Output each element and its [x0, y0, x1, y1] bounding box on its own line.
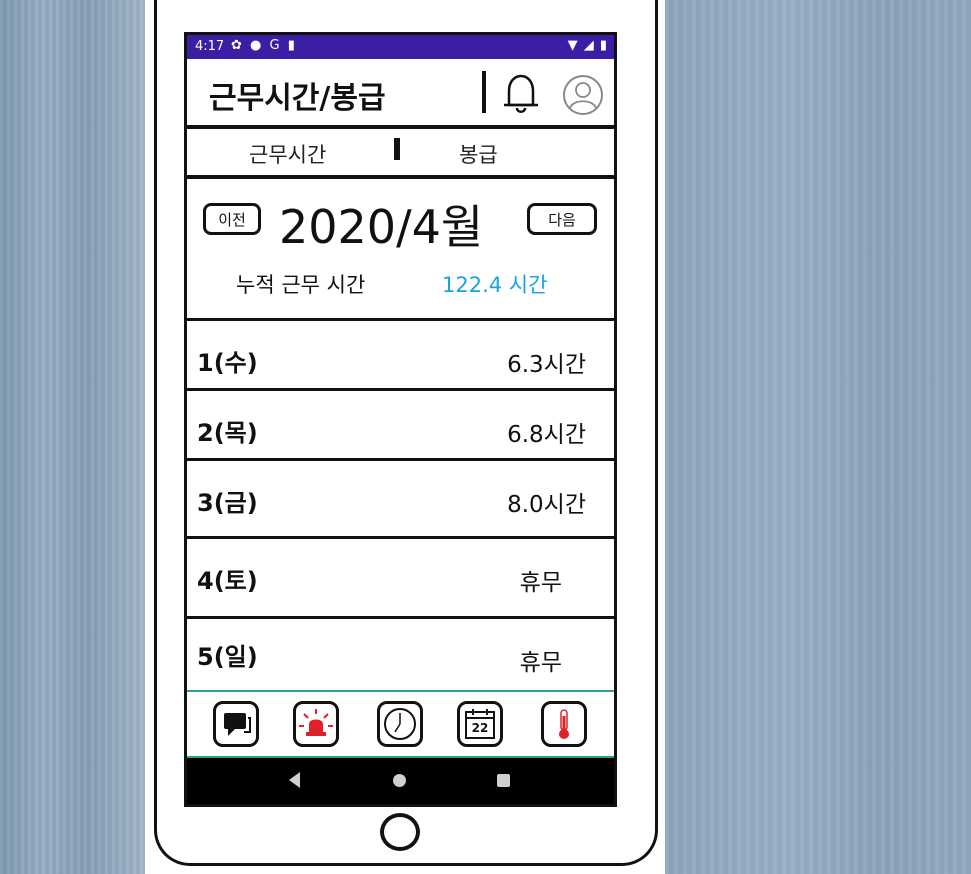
total-hours-value: 122.4 시간: [442, 273, 548, 297]
status-time: 4:17: [195, 39, 225, 54]
sim-icon: ▮: [287, 38, 297, 53]
status-left-icons: ✿ ● G ▮: [231, 38, 297, 53]
background-left: [0, 0, 145, 874]
app-bar-rule: [187, 125, 614, 129]
app-bar: 근무시간/봉급: [187, 59, 614, 131]
clock-icon[interactable]: [377, 701, 423, 747]
list-top-divider: [187, 318, 614, 321]
prev-month-button[interactable]: 이전: [203, 203, 261, 235]
alarm-siren-icon[interactable]: [293, 701, 339, 747]
tab-salary[interactable]: 봉급: [459, 143, 498, 167]
status-right-icons: ▼ ◢ ▮: [568, 38, 608, 53]
shield-icon: ●: [250, 38, 264, 53]
total-hours-label: 누적 근무 시간: [236, 273, 366, 297]
wifi-icon: ▼: [567, 38, 579, 53]
day-hours: 6.8시간: [507, 422, 586, 448]
bottom-navigation: 22: [187, 690, 614, 758]
calendar-day-number: 22: [471, 721, 489, 735]
system-navigation-bar: [187, 758, 614, 804]
day-row[interactable]: 1(수) 6.3시간: [187, 321, 614, 391]
app-bar-divider: [482, 71, 486, 113]
phone-screen: 4:17 ✿ ● G ▮ ▼ ◢ ▮ 근무시간/봉급 근무시간 봉급: [184, 32, 617, 807]
day-hours: 6.3시간: [507, 352, 586, 378]
day-row[interactable]: 2(목) 6.8시간: [187, 391, 614, 461]
chat-icon[interactable]: [213, 701, 259, 747]
status-bar: 4:17 ✿ ● G ▮ ▼ ◢ ▮: [187, 35, 614, 59]
tab-bar: 근무시간 봉급: [187, 131, 614, 179]
month-label: 2020/4월: [279, 200, 484, 254]
day-label: 1(수): [197, 349, 258, 377]
day-row[interactable]: 5(일) 휴무: [187, 619, 614, 690]
next-month-button[interactable]: 다음: [527, 203, 597, 235]
day-hours: 휴무: [519, 570, 562, 596]
month-navigator: 이전 2020/4월 다음: [187, 185, 614, 255]
day-label: 4(토): [197, 567, 258, 595]
back-icon[interactable]: [289, 772, 300, 788]
bell-icon[interactable]: [501, 71, 541, 115]
recent-apps-icon[interactable]: [497, 774, 510, 787]
day-hours: 8.0시간: [507, 492, 586, 518]
page-title: 근무시간/봉급: [209, 81, 386, 116]
home-icon[interactable]: [393, 774, 406, 787]
day-label: 3(금): [197, 489, 258, 517]
day-label: 5(일): [197, 643, 258, 671]
google-icon: G: [269, 38, 282, 53]
tab-work-hours[interactable]: 근무시간: [249, 143, 327, 167]
day-hours: 휴무: [519, 650, 562, 676]
home-button[interactable]: [380, 813, 420, 851]
thermometer-icon[interactable]: [541, 701, 587, 747]
battery-icon: ▮: [599, 38, 608, 53]
total-hours-summary: 누적 근무 시간 122.4 시간: [187, 261, 614, 301]
day-label: 2(목): [197, 419, 258, 447]
signal-icon: ◢: [583, 38, 595, 53]
calendar-icon[interactable]: 22: [457, 701, 503, 747]
background-right: [665, 0, 971, 874]
day-row[interactable]: 4(토) 휴무: [187, 539, 614, 619]
day-row[interactable]: 3(금) 8.0시간: [187, 461, 614, 539]
profile-avatar-icon[interactable]: [562, 74, 604, 116]
tab-divider: [394, 138, 400, 160]
gear-icon: ✿: [231, 38, 244, 53]
